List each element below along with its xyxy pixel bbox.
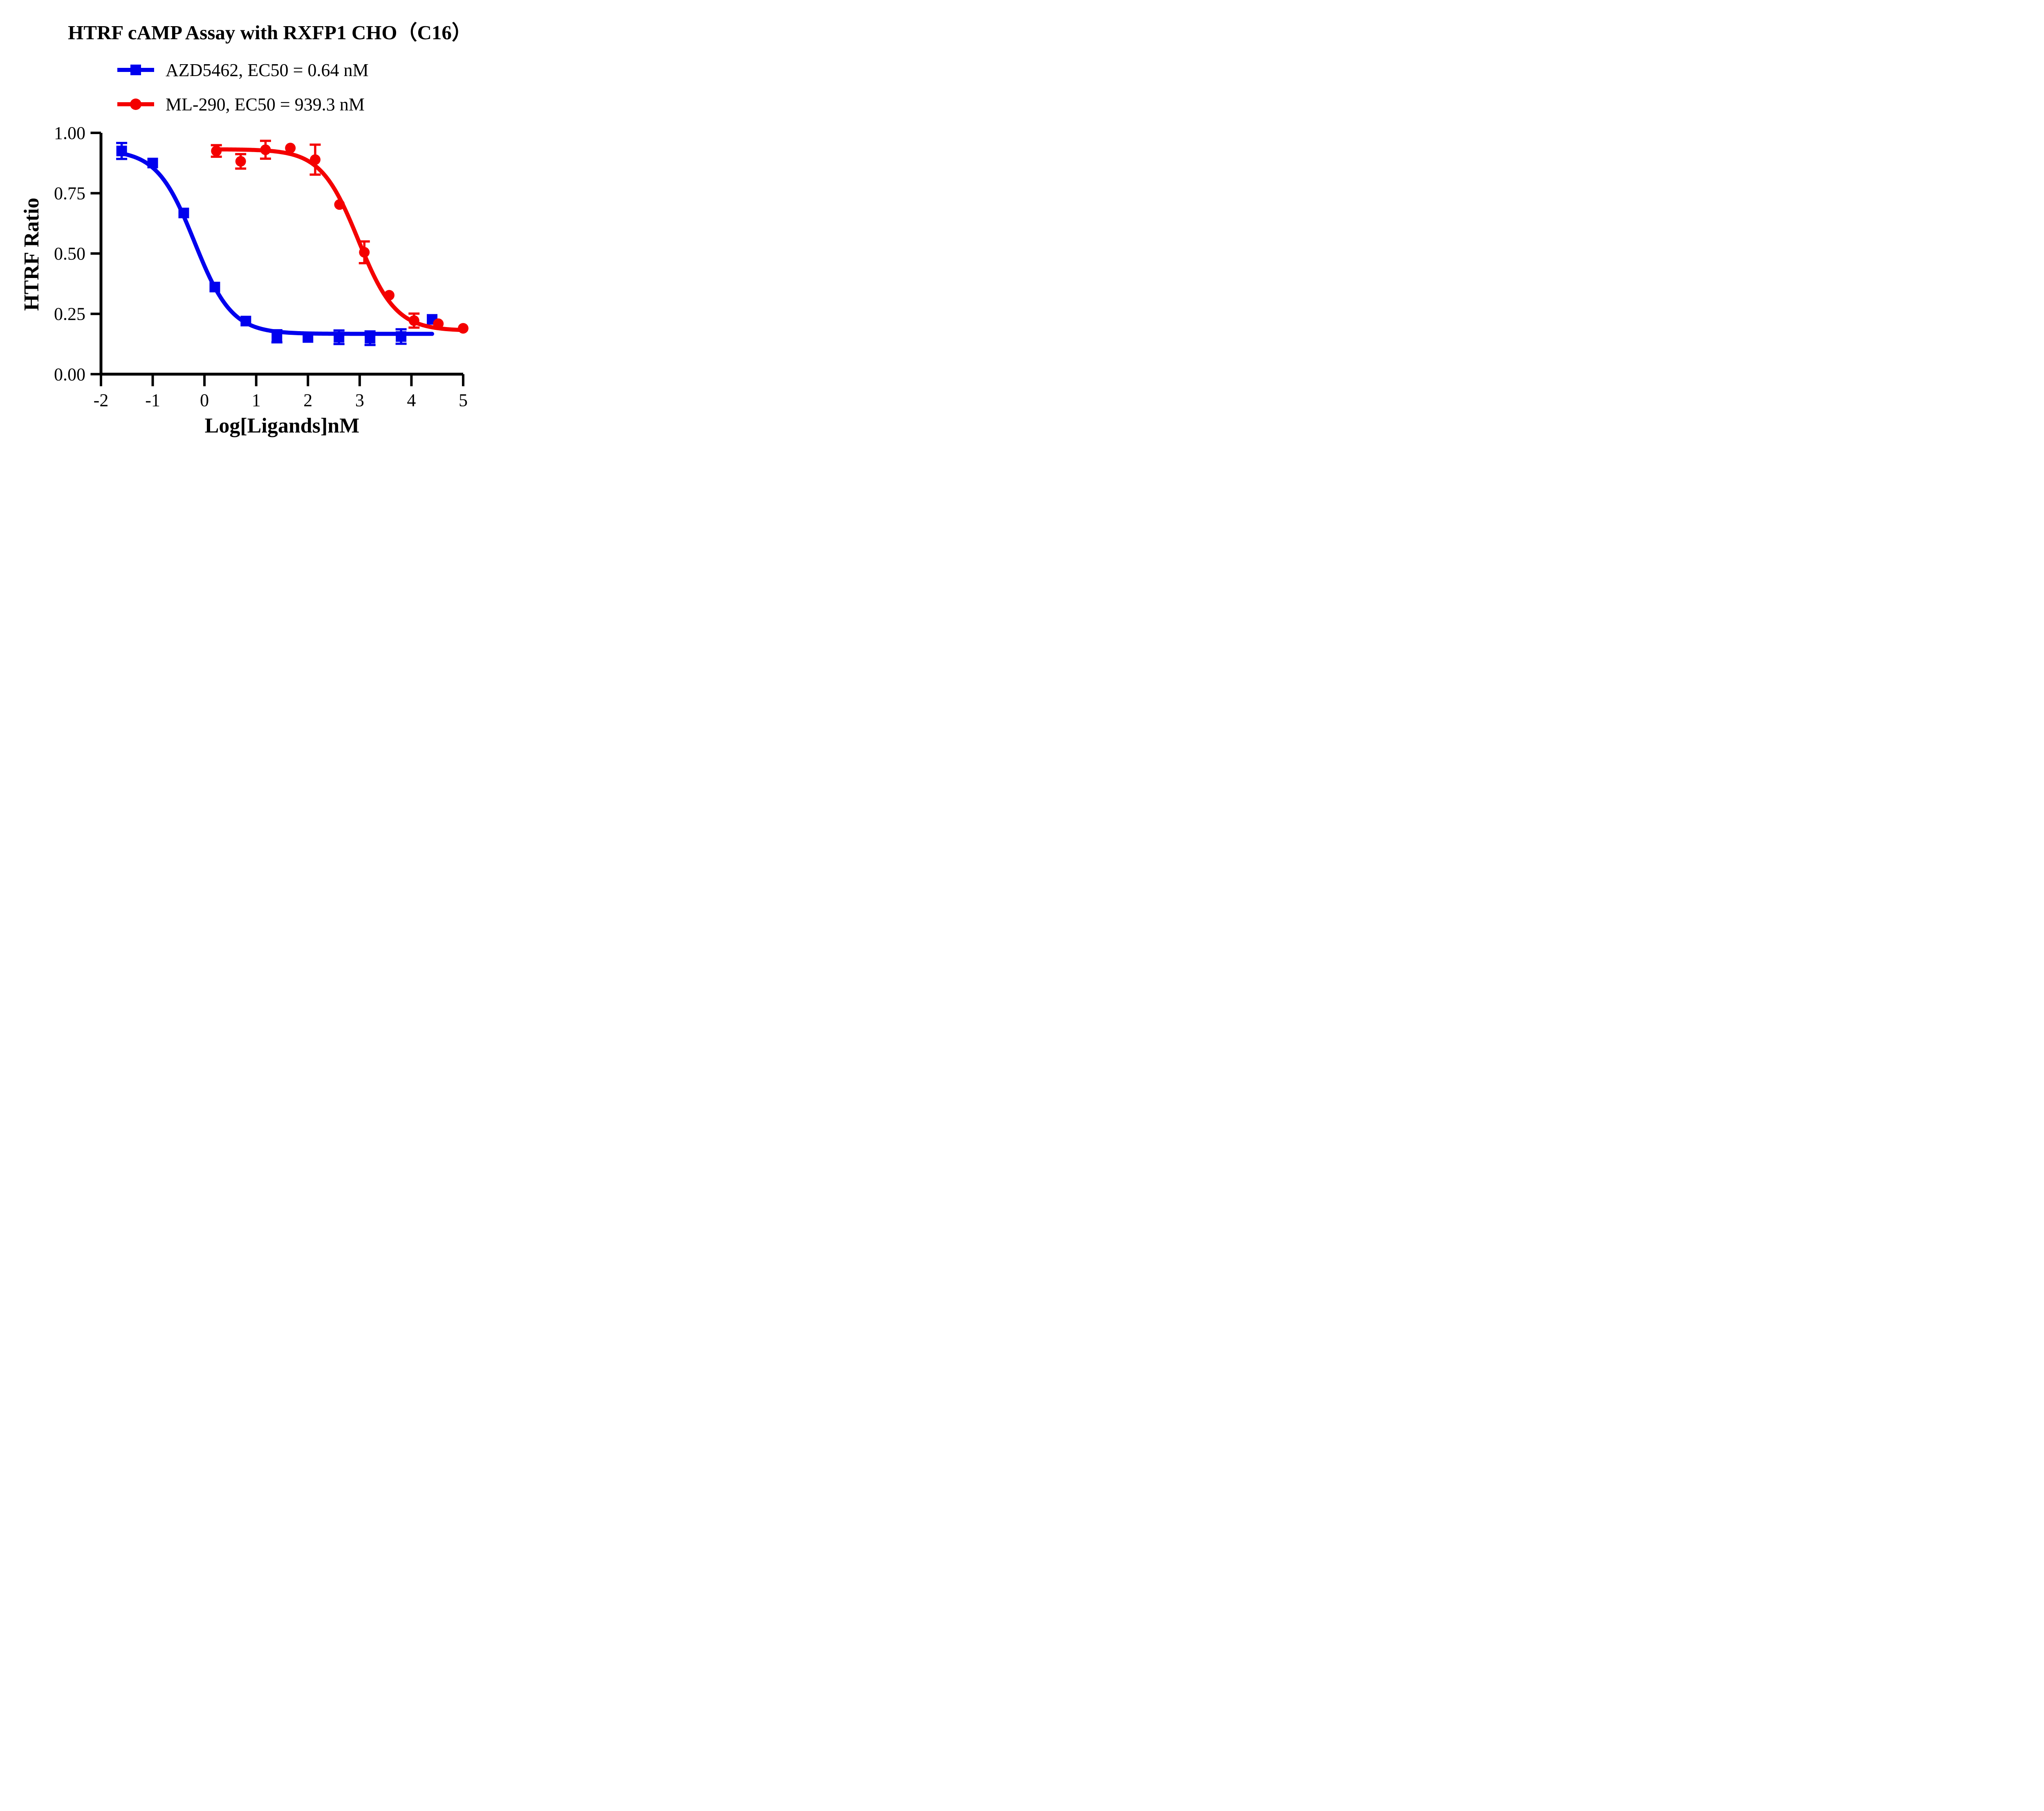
series-azd5462: [116, 142, 438, 346]
axes: -2 -1 0 1 2 3 4 5 0.00 0.25 0.50 0.75 1.00: [54, 123, 468, 410]
series-ml290: [211, 139, 468, 334]
chart-title: HTRF cAMP Assay with RXFP1 CHO（C16）: [68, 21, 472, 44]
data-point-marker: [309, 154, 320, 165]
legend-circle-marker-icon: [130, 99, 141, 110]
data-point-marker: [209, 282, 220, 293]
legend-entry-azd5462: AZD5462, EC50 = 0.64 nM: [117, 60, 369, 80]
y-tick-label: 0.75: [54, 184, 85, 204]
legend: AZD5462, EC50 = 0.64 nM ML-290, EC50 = 9…: [117, 60, 369, 128]
data-point-marker: [285, 143, 296, 154]
chart-figure: HTRF cAMP Assay with RXFP1 CHO（C16） AZD5…: [0, 0, 540, 453]
data-point-marker: [408, 315, 419, 326]
x-tick-label: 1: [252, 390, 261, 410]
legend-swatch-ml290: [117, 99, 154, 110]
dose-response-plot: -2 -1 0 1 2 3 4 5 0.00 0.25 0.50 0.75 1.00: [54, 123, 468, 410]
y-axis-title: HTRF Ratio: [20, 197, 43, 311]
data-point-marker: [271, 331, 282, 342]
data-point-marker: [457, 323, 468, 334]
data-point-marker: [240, 316, 251, 327]
x-axis-title: Log[Ligands]nM: [204, 414, 360, 437]
data-point-marker: [359, 247, 370, 258]
legend-label-azd5462: AZD5462, EC50 = 0.64 nM: [166, 60, 369, 80]
x-tick-label: 5: [459, 390, 468, 410]
data-point-marker: [147, 157, 158, 168]
x-tick-label: 3: [355, 390, 364, 410]
data-point-marker: [396, 331, 407, 342]
x-tick-label: -2: [94, 390, 109, 410]
data-point-marker: [178, 207, 189, 218]
data-point-marker: [365, 333, 376, 344]
data-point-marker: [211, 146, 222, 157]
fit-curve: [214, 147, 465, 332]
x-tick-label: -1: [145, 390, 160, 410]
y-tick-label: 0.50: [54, 244, 85, 264]
data-point-marker: [334, 199, 345, 210]
fit-curve: [119, 151, 435, 336]
data-point-marker: [303, 332, 314, 343]
data-point-marker: [235, 156, 246, 167]
x-tick-label: 0: [200, 390, 209, 410]
data-point-marker: [334, 332, 345, 343]
legend-swatch-azd5462: [117, 65, 154, 75]
data-point-marker: [116, 146, 127, 157]
y-tick-label: 0.25: [54, 304, 85, 324]
data-point-marker: [433, 318, 444, 329]
data-point-marker: [260, 144, 271, 155]
data-point-marker: [383, 290, 394, 301]
legend-square-marker-icon: [130, 65, 141, 75]
legend-label-ml290: ML-290, EC50 = 939.3 nM: [166, 94, 365, 114]
x-tick-label: 4: [407, 390, 416, 410]
x-tick-label: 2: [303, 390, 312, 410]
y-tick-label: 0.00: [54, 364, 85, 384]
y-tick-label: 1.00: [54, 123, 85, 143]
legend-entry-ml290: ML-290, EC50 = 939.3 nM: [117, 94, 369, 114]
